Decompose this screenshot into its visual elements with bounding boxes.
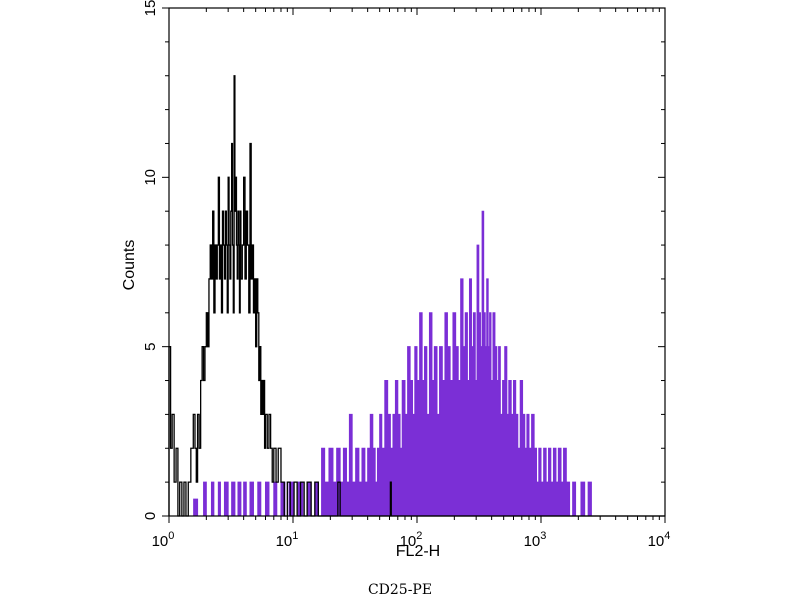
histogram-series-1 <box>168 75 665 517</box>
figure-caption: CD25-PE <box>367 582 433 598</box>
x-tick-label: 101 <box>276 530 299 550</box>
y-tick-label: 10 <box>142 169 159 186</box>
y-tick-label: 0 <box>142 512 159 520</box>
x-tick-label: 102 <box>400 530 423 550</box>
histogram-series-2 <box>169 210 665 517</box>
x-tick-label: 104 <box>648 530 671 550</box>
x-axis-title: FL2-H <box>396 543 440 560</box>
series-layer <box>168 75 665 517</box>
y-tick-label: 15 <box>142 0 159 16</box>
x-tick-label: 100 <box>152 530 175 550</box>
y-axis-title: Counts <box>121 240 138 291</box>
y-tick-label: 5 <box>142 342 159 350</box>
ticks-layer: 100 101 102 103 104 0 5 10 15 <box>142 0 670 550</box>
x-tick-label: 103 <box>524 530 547 550</box>
